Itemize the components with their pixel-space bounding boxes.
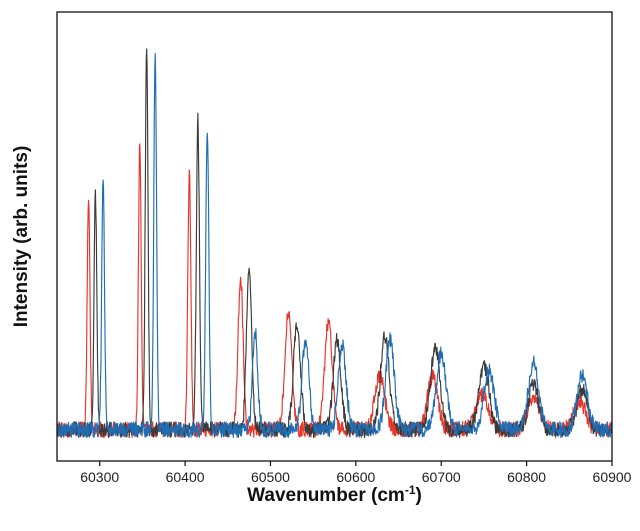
series-layer: [56, 48, 613, 438]
x-axis-title-main: Wavenumber (cm: [247, 485, 405, 506]
x-tick-label: 60800: [507, 469, 546, 485]
x-tick-label: 60500: [251, 469, 290, 485]
x-axis-title-close: ): [416, 485, 422, 506]
x-axis-ticks: 60300 60400 60500 60600 60700 60800 60900: [80, 461, 632, 485]
x-axis-title-superscript: -1: [405, 483, 416, 497]
y-axis-title: Intensity (arb. units): [11, 146, 32, 328]
spectrum-series-line: [56, 48, 613, 438]
x-axis-title: Wavenumber (cm-1): [247, 483, 422, 506]
plot-frame: [56, 11, 613, 462]
x-tick-label: 60300: [80, 469, 119, 485]
spectrum-series-line: [56, 52, 613, 438]
x-tick-label: 60900: [593, 469, 632, 485]
x-tick-label: 60400: [166, 469, 205, 485]
x-tick-label: 60700: [422, 469, 461, 485]
x-tick-label: 60600: [336, 469, 375, 485]
